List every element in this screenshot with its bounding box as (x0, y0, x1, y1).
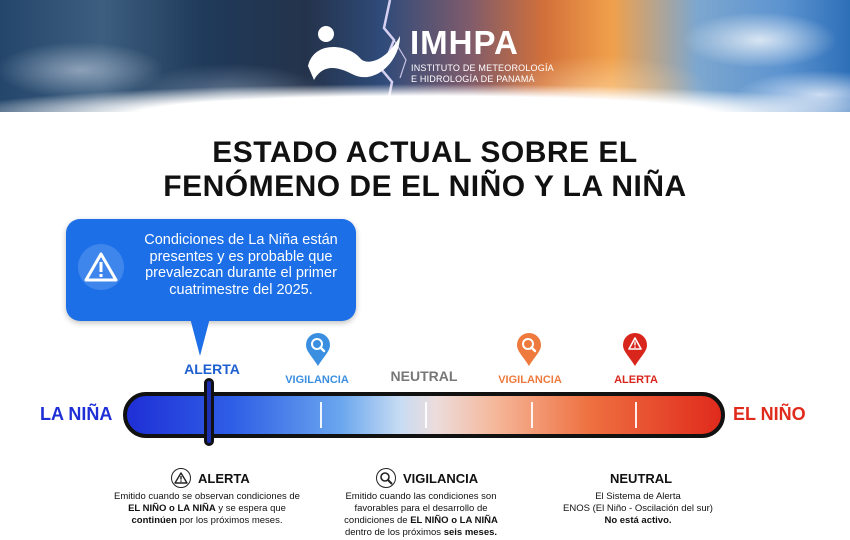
warning-pin-icon (623, 333, 647, 366)
legend-alerta-text-bold1: EL NIÑO o LA NIÑA (128, 503, 216, 514)
imhpa-logo-icon (308, 26, 400, 80)
legend-vigilancia-text-bold1: EL NIÑO o LA NIÑA (410, 515, 498, 526)
legend-alerta-text-mid: y se espera que (215, 503, 286, 514)
enso-gauge-bar (123, 392, 725, 438)
gauge-tick (531, 402, 533, 428)
gauge-tick (425, 402, 427, 428)
gauge-tick (635, 402, 637, 428)
legend-neutral-text: El Sistema de Alerta ENOS (El Niño - Osc… (548, 491, 728, 527)
callout-text: Condiciones de La Niña están presentes y… (144, 232, 338, 298)
legend-vigilancia-text-bold2: seis meses. (443, 527, 498, 538)
magnifier-pin-icon (306, 333, 330, 366)
current-status-marker (204, 378, 214, 446)
stage-alerta-right: ALERTA (614, 374, 658, 386)
legend-neutral-line2: ENOS (El Niño - Oscilación del sur) (563, 503, 713, 514)
el-nino-label: EL NIÑO (733, 404, 806, 424)
legend-neutral-bold: No está activo. (604, 515, 672, 526)
magnifier-pin-icon (517, 333, 541, 366)
la-nina-label: LA NIÑA (40, 404, 113, 424)
legend-alerta-text: Emitido cuando se observan condiciones d… (112, 491, 302, 527)
brand-subtitle-line1: INSTITUTO DE METEOROLOGÍA (411, 63, 554, 73)
brand-subtitle: INSTITUTO DE METEOROLOGÍA E HIDROLOGÍA D… (411, 63, 554, 85)
brand-name: IMHPA (410, 24, 519, 61)
legend-vigilancia-title: VIGILANCIA (403, 471, 479, 486)
legend-alerta-text-pre: Emitido cuando se observan condiciones d… (114, 491, 300, 502)
page-title: ESTADO ACTUAL SOBRE EL FENÓMENO DE EL NI… (0, 136, 850, 204)
magnifier-icon (376, 468, 396, 488)
legend-alerta-title: ALERTA (198, 471, 250, 486)
legend-alerta-text-post: por los próximos meses. (176, 515, 283, 526)
brand-subtitle-line2: E HIDROLOGÍA DE PANAMÁ (411, 74, 535, 84)
header-banner: IMHPA INSTITUTO DE METEOROLOGÍA E HIDROL… (0, 0, 850, 112)
title-line2: FENÓMENO DE EL NIÑO Y LA NIÑA (163, 170, 687, 203)
legend-neutral-title: NEUTRAL (610, 471, 673, 486)
legend-vigilancia-text: Emitido cuando las condiciones son favor… (338, 491, 504, 539)
stage-vigilancia-right: VIGILANCIA (498, 374, 562, 386)
warning-icon (78, 244, 124, 290)
callout-pointer (190, 318, 210, 356)
legend-vigilancia-text-mid: dentro de los próximos (344, 527, 444, 538)
warning-icon (171, 468, 191, 488)
legend-alerta-text-bold2: continúen (131, 515, 177, 526)
stage-vigilancia-left: VIGILANCIA (285, 374, 349, 386)
stage-neutral: NEUTRAL (390, 368, 458, 384)
legend-vigilancia-text-pre: Emitido cuando las condiciones son favor… (344, 491, 497, 526)
gauge-tick (320, 402, 322, 428)
stage-alerta-left: ALERTA (184, 361, 240, 377)
legend-neutral-line1: El Sistema de Alerta (595, 491, 681, 502)
title-line1: ESTADO ACTUAL SOBRE EL (212, 136, 638, 169)
